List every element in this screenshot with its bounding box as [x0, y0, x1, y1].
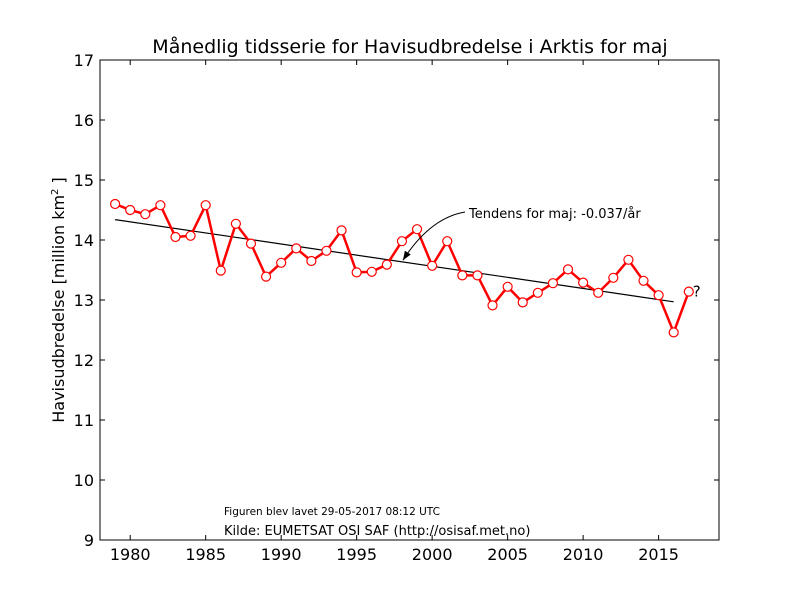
data-point: [457, 270, 468, 281]
data-point: [638, 275, 649, 286]
data-point: [623, 254, 634, 265]
data-point: [653, 290, 664, 301]
data-point: [215, 265, 226, 276]
data-point: [502, 281, 513, 292]
trend-annotation-arrowhead: [402, 250, 411, 261]
trend-line: [115, 219, 674, 303]
x-tick-label: 1985: [185, 545, 226, 564]
data-point: [230, 218, 241, 229]
data-point: [487, 300, 498, 311]
data-point: [291, 243, 302, 254]
data-point: [185, 230, 196, 241]
y-tick-label: 14: [74, 231, 94, 250]
trend-annotation-arrow: [402, 211, 466, 261]
data-point: [683, 286, 694, 297]
data-point: [381, 259, 392, 270]
x-tick-label: 2015: [638, 545, 679, 564]
x-tick-label: 1980: [110, 545, 151, 564]
y-tick-label: 11: [74, 411, 94, 430]
y-tick-label: 12: [74, 351, 94, 370]
data-point: [351, 267, 362, 278]
data-point: [321, 245, 332, 256]
x-axis: 1980 1985 1990 1995 2000 2005 2010 2015: [110, 60, 679, 564]
data-point: [336, 225, 347, 236]
plot-area: 1980 1985 1990 1995 2000 2005 2010 2015 9 10 11 12…: [74, 51, 720, 564]
last-point-note: ?: [693, 283, 701, 301]
data-point: [593, 287, 604, 298]
footer-created: Figuren blev lavet 29-05-2017 08:12 UTC: [224, 506, 440, 518]
y-tick-label: 17: [74, 51, 94, 70]
y-axis-label: Havisudbredelse [million km2 ]: [49, 177, 68, 423]
data-point: [668, 327, 679, 338]
data-point: [442, 236, 453, 247]
data-point: [366, 266, 377, 277]
data-points: [109, 198, 694, 338]
x-tick-label: 1990: [261, 545, 302, 564]
data-point: [140, 209, 151, 220]
y-axis: 9 10 11 12 13 14 15 16 17: [74, 51, 719, 550]
plot-frame: [99, 59, 720, 541]
data-point: [578, 277, 589, 288]
data-point: [562, 264, 574, 275]
y-tick-label: 9: [84, 531, 94, 550]
x-tick-label: 2010: [563, 545, 604, 564]
data-point: [306, 255, 317, 267]
y-tick-label: 15: [74, 171, 94, 190]
data-point: [125, 204, 136, 216]
data-point: [245, 238, 257, 249]
y-tick-label: 10: [74, 471, 94, 490]
data-point: [396, 236, 408, 247]
data-point: [155, 200, 166, 211]
trend-annotation: Tendens for maj: -0.037/år: [468, 207, 641, 222]
data-point: [532, 287, 543, 298]
data-point: [472, 270, 483, 281]
data-point: [411, 224, 423, 235]
data-point: [547, 278, 559, 289]
y-tick-label: 16: [74, 111, 94, 130]
x-tick-label: 2000: [412, 545, 453, 564]
data-point: [276, 257, 287, 268]
data-point: [260, 271, 272, 282]
data-point: [608, 272, 619, 283]
data-point: [109, 198, 121, 210]
x-tick-label: 1995: [336, 545, 377, 564]
data-point: [427, 260, 438, 271]
footer-source: Kilde: EUMETSAT OSI SAF (http://osisaf.m…: [224, 524, 530, 539]
data-point: [517, 297, 528, 308]
x-tick-label: 2005: [487, 545, 528, 564]
chart-title: Månedlig tidsserie for Havisudbredelse i…: [152, 35, 667, 58]
data-point: [200, 200, 211, 211]
y-tick-label: 13: [74, 291, 94, 310]
data-point: [170, 231, 181, 243]
